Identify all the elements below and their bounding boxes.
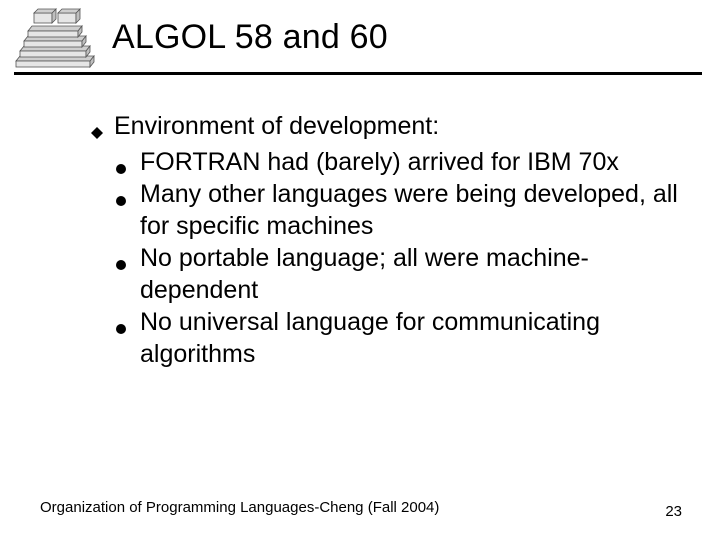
bullet-level2: FORTRAN had (barely) arrived for IBM 70x <box>114 146 680 178</box>
title-rule <box>14 72 702 75</box>
disc-bullet-icon <box>114 247 128 279</box>
footer-text: Organization of Programming Languages-Ch… <box>40 499 439 516</box>
disc-bullet-icon <box>114 311 128 343</box>
bullet-level2: Many other languages were being develope… <box>114 178 680 242</box>
pyramid-logo-icon <box>12 6 98 68</box>
bullet-level2: No universal language for communicating … <box>114 306 680 370</box>
bullet-level2-text: FORTRAN had (barely) arrived for IBM 70x <box>140 148 619 176</box>
page-number: 23 <box>665 503 682 520</box>
bullet-level1-text: Environment of development: <box>114 112 439 140</box>
disc-bullet-icon <box>114 183 128 215</box>
bullet-level2-text: No portable language; all were machine-d… <box>140 244 589 304</box>
slide: ALGOL 58 and 60 Environment of developme… <box>0 0 720 540</box>
header-row: ALGOL 58 and 60 <box>12 6 700 68</box>
bullet-level2-text: No universal language for communicating … <box>140 308 600 368</box>
body-content: Environment of development: FORTRAN had … <box>90 110 680 370</box>
diamond-bullet-icon <box>90 116 104 148</box>
bullet-level2-text: Many other languages were being develope… <box>140 180 678 240</box>
slide-title: ALGOL 58 and 60 <box>112 18 388 57</box>
bullet-level1: Environment of development: <box>90 110 680 142</box>
bullet-level2: No portable language; all were machine-d… <box>114 242 680 306</box>
